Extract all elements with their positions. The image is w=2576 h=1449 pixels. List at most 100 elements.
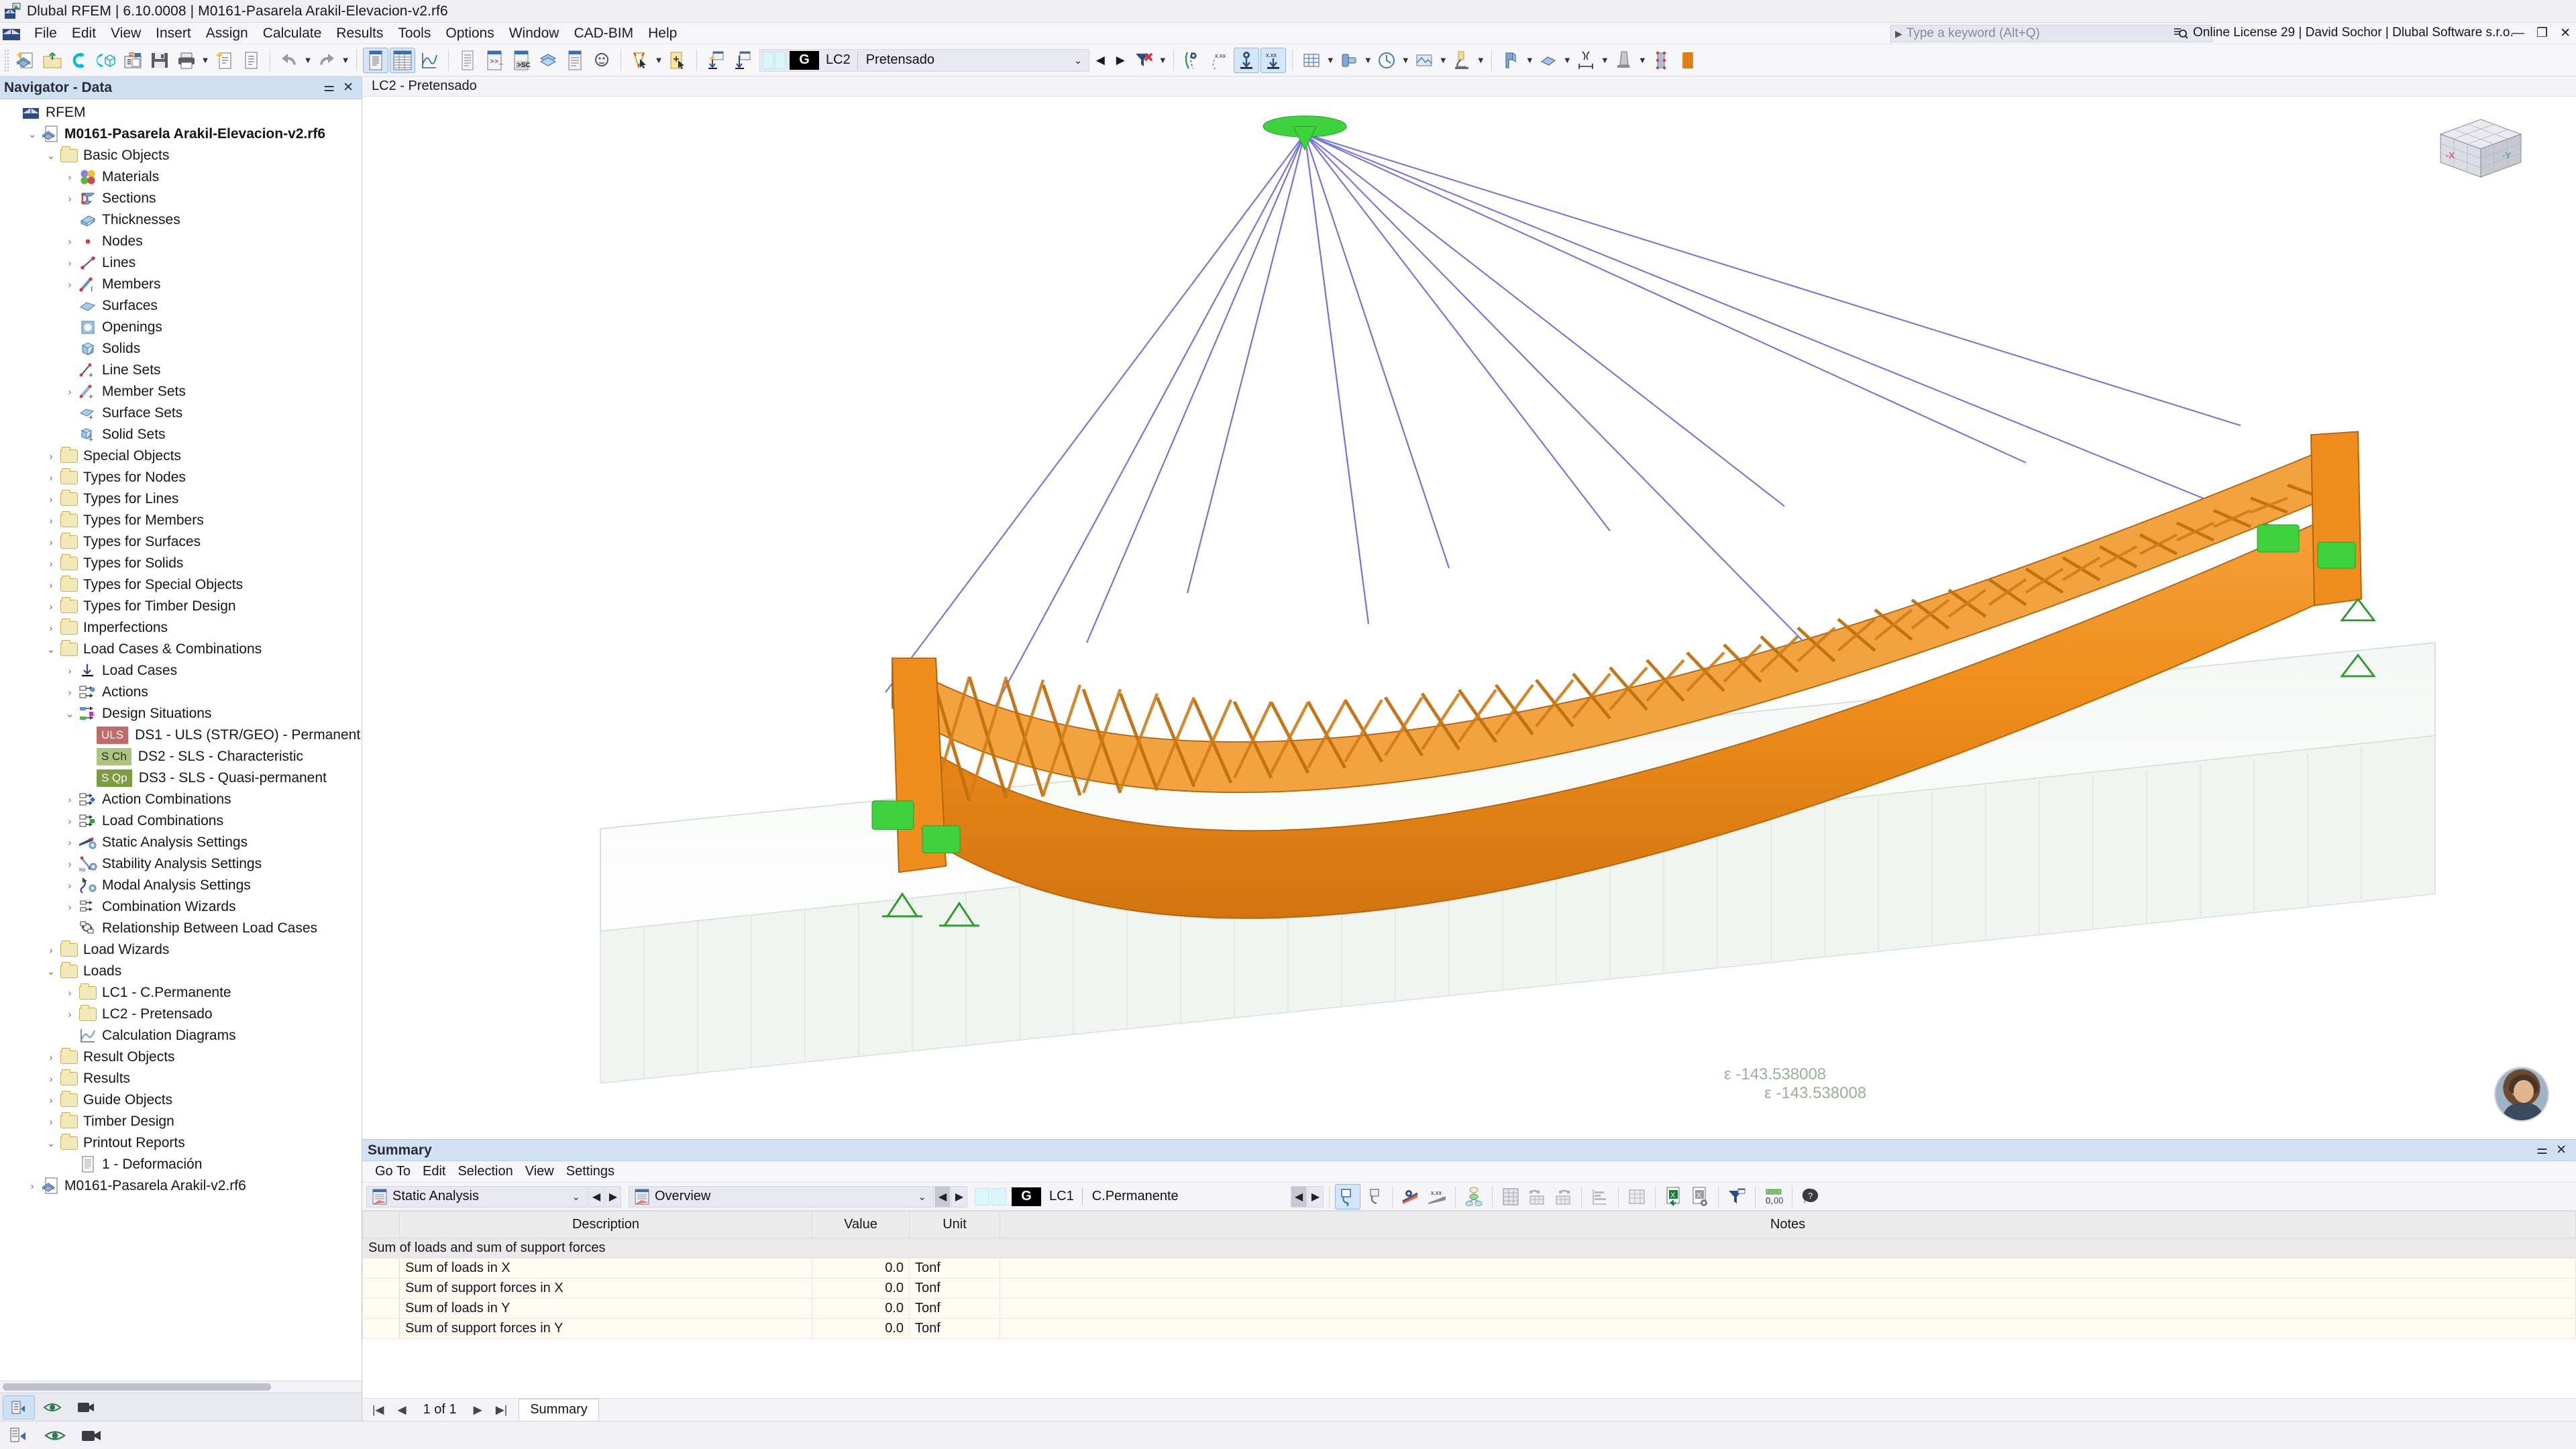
- redo-dropdown-caret[interactable]: ▼: [341, 55, 350, 65]
- tree-item-lc2-pretensado[interactable]: › LC2 - Pretensado: [0, 1004, 362, 1025]
- chevron-right-icon[interactable]: ›: [49, 557, 53, 570]
- summary-menu-goto[interactable]: Go To: [375, 1164, 411, 1179]
- summary-load-case[interactable]: G LC1 C.Permanente: [975, 1186, 1290, 1208]
- properties-panel-icon[interactable]: [562, 48, 588, 73]
- tree-item-modal-analysis-settings[interactable]: › Modal Analysis Settings: [0, 875, 362, 896]
- table-all-icon[interactable]: [1498, 1184, 1523, 1210]
- support-caret[interactable]: ▼: [1638, 55, 1647, 65]
- tree-item-printout-reports[interactable]: ⌄ Printout Reports: [0, 1132, 362, 1154]
- th-value[interactable]: Value: [812, 1211, 910, 1238]
- analysis-type-combo[interactable]: Static Analysis ⌄: [366, 1185, 588, 1208]
- new-object-icon[interactable]: [665, 48, 690, 73]
- open-model-icon[interactable]: [40, 48, 65, 73]
- calculate-dropdown-caret[interactable]: ▼: [1401, 55, 1410, 65]
- summary-menu-selection[interactable]: Selection: [458, 1164, 513, 1179]
- table-row[interactable]: Sum of loads in X 0.0 Tonf: [362, 1258, 2576, 1279]
- tree-item-types-for-lines[interactable]: › Types for Lines: [0, 488, 362, 510]
- tree-item-surfaces[interactable]: Surfaces: [0, 295, 362, 317]
- summary-lc-prev-button[interactable]: ◀: [1291, 1185, 1307, 1208]
- tree-item-types-for-members[interactable]: › Types for Members: [0, 510, 362, 531]
- table-grid-icon[interactable]: [1624, 1184, 1650, 1210]
- menu-item-window[interactable]: Window: [508, 25, 559, 41]
- undo-dropdown-caret[interactable]: ▼: [303, 55, 313, 65]
- tree-item-imperfections[interactable]: › Imperfections: [0, 617, 362, 639]
- chevron-right-icon[interactable]: ›: [49, 944, 53, 956]
- new-report-icon[interactable]: [211, 48, 237, 73]
- chevron-down-icon-2[interactable]: ⌄: [918, 1191, 926, 1203]
- result-values-icon[interactable]: x.xx: [1207, 48, 1232, 73]
- row-handle[interactable]: [362, 1298, 400, 1319]
- support-icon[interactable]: [1611, 48, 1636, 73]
- pager-first-button[interactable]: |◀: [372, 1403, 384, 1416]
- menu-item-assign[interactable]: Assign: [205, 25, 248, 41]
- tree-item-calculation-diagrams[interactable]: Calculation Diagrams: [0, 1025, 362, 1046]
- tree-item-static-analysis-settings[interactable]: › Static Analysis Settings: [0, 832, 362, 853]
- menu-item-results[interactable]: Results: [336, 25, 384, 41]
- sync-selection-icon[interactable]: [1335, 1183, 1360, 1210]
- sync-view-icon[interactable]: [1361, 1184, 1387, 1210]
- report-icon[interactable]: [238, 48, 264, 73]
- pager-last-button[interactable]: ▶|: [495, 1403, 508, 1416]
- tree-item-action-combinations[interactable]: › Action Combinations: [0, 789, 362, 810]
- layers-icon[interactable]: [535, 48, 561, 73]
- tree-item-members[interactable]: › I Members: [0, 274, 362, 295]
- tree-item-surface-sets[interactable]: + Surface Sets: [0, 402, 362, 424]
- chevron-right-icon[interactable]: ›: [49, 1073, 53, 1085]
- chevron-down-icon[interactable]: ⌄: [46, 644, 56, 655]
- tree-item-ds1-uls-str-geo-permanent-and-t[interactable]: ULS DS1 - ULS (STR/GEO) - Permanent and t: [0, 724, 362, 746]
- tree-item-design-situations[interactable]: ⌄ Design Situations: [0, 703, 362, 724]
- filter-clear-icon[interactable]: [1131, 48, 1157, 73]
- model-data-icon[interactable]: [120, 48, 146, 73]
- tree-item-line-sets[interactable]: + Line Sets: [0, 360, 362, 381]
- render-icon[interactable]: [1411, 48, 1437, 73]
- tree-item-materials[interactable]: › Materials: [0, 166, 362, 188]
- license-info[interactable]: Online License 29 | David Sochor | Dluba…: [2174, 25, 2514, 40]
- tree-item-load-cases-combinations[interactable]: ⌄ Load Cases & Combinations: [0, 639, 362, 660]
- save-icon[interactable]: [147, 48, 172, 73]
- status-panel-toggle-icon[interactable]: [4, 1424, 34, 1447]
- filter-dropdown-caret[interactable]: ▼: [1158, 55, 1167, 65]
- console-icon[interactable]: >>_: [482, 48, 507, 73]
- chevron-right-icon[interactable]: ›: [49, 600, 53, 612]
- print-icon[interactable]: [174, 48, 199, 73]
- tree-item-special-objects[interactable]: › Special Objects: [0, 445, 362, 467]
- toolbar-grip[interactable]: [4, 48, 9, 72]
- tree-item-basic-objects[interactable]: ⌄ Basic Objects: [0, 145, 362, 166]
- th-notes[interactable]: Notes: [1000, 1211, 2576, 1238]
- chevron-right-icon[interactable]: ›: [68, 665, 72, 677]
- menu-item-cadbim[interactable]: CAD-BIM: [574, 25, 634, 41]
- chevron-right-icon[interactable]: ›: [49, 579, 53, 591]
- th-unit[interactable]: Unit: [909, 1211, 1000, 1238]
- decimal-places-icon[interactable]: 0, 00: [1761, 1184, 1786, 1210]
- excel-settings-icon[interactable]: X: [1687, 1184, 1713, 1210]
- menu-item-file[interactable]: File: [34, 25, 57, 41]
- pager-prev-button[interactable]: ◀: [397, 1403, 407, 1416]
- navigator-tab-display-icon[interactable]: [36, 1395, 68, 1419]
- analysis-prev-button[interactable]: ◀: [588, 1185, 604, 1208]
- view-cube[interactable]: -X -Y: [2427, 114, 2534, 189]
- print-dropdown-caret[interactable]: ▼: [201, 55, 210, 65]
- navigator-panel-icon[interactable]: [363, 47, 388, 73]
- view-prev-button[interactable]: ◀: [934, 1185, 951, 1208]
- chevron-down-icon[interactable]: ⌄: [1073, 54, 1083, 66]
- new-load-case-icon[interactable]: [703, 48, 729, 73]
- menu-item-help[interactable]: Help: [648, 25, 678, 41]
- navigator-horizontal-scrollbar[interactable]: [0, 1381, 362, 1393]
- avatar[interactable]: [2494, 1067, 2549, 1122]
- tree-item-load-wizards[interactable]: › Load Wizards: [0, 939, 362, 961]
- row-handle[interactable]: [362, 1318, 400, 1339]
- view-next-button[interactable]: ▶: [951, 1185, 967, 1208]
- chevron-right-icon[interactable]: ›: [68, 901, 72, 913]
- table-row[interactable]: Sum of support forces in X 0.0 Tonf: [362, 1278, 2576, 1299]
- navigator-tree[interactable]: RFEM ⌄ M0161-Pasarela Arakil-Elevacion-v2.…: [0, 99, 362, 1381]
- tree-item-openings[interactable]: Openings: [0, 317, 362, 338]
- menu-item-edit[interactable]: Edit: [71, 25, 97, 41]
- summary-table[interactable]: Description Value Unit Notes Sum of load…: [362, 1211, 2576, 1398]
- surface-design-caret[interactable]: ▼: [1562, 55, 1572, 65]
- chevron-right-icon[interactable]: ›: [49, 622, 53, 634]
- tree-item-thicknesses[interactable]: Thicknesses: [0, 209, 362, 231]
- chevron-right-icon[interactable]: ›: [49, 450, 53, 462]
- surface-design-icon[interactable]: [1536, 48, 1561, 73]
- molecule-icon[interactable]: [1648, 48, 1674, 73]
- row-handle[interactable]: [362, 1258, 400, 1279]
